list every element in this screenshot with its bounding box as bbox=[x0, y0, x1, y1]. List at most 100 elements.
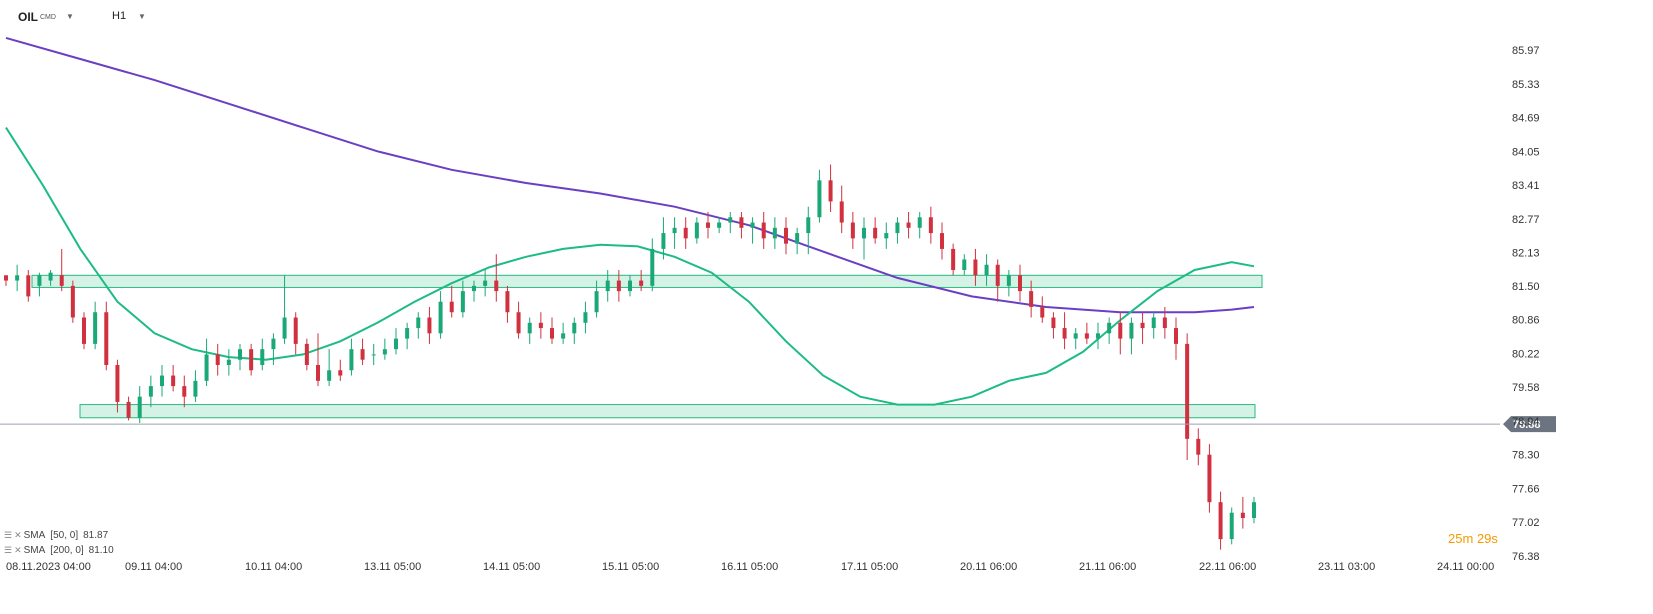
x-tick-label: 22.11 06:00 bbox=[1199, 561, 1256, 573]
candle-up bbox=[1096, 333, 1100, 339]
candle-up bbox=[282, 317, 287, 339]
sma50-line bbox=[5, 127, 1255, 406]
price-tag-label: 78.88 bbox=[1513, 419, 1541, 431]
candle-countdown: 25m 29s bbox=[1448, 531, 1498, 546]
timeframe-dropdown-icon[interactable]: ▼ bbox=[138, 12, 146, 21]
symbol-name[interactable]: OIL bbox=[18, 10, 38, 24]
candle-down bbox=[739, 217, 744, 228]
candle-up bbox=[661, 233, 666, 249]
candle-down bbox=[104, 312, 109, 365]
candle-down bbox=[26, 275, 31, 297]
x-tick-label: 13.11 05:00 bbox=[364, 561, 421, 573]
candle-up bbox=[93, 312, 98, 344]
candle-down bbox=[115, 364, 120, 402]
candle-up bbox=[594, 291, 599, 313]
close-icon[interactable]: ✕ bbox=[14, 530, 22, 540]
candle-up bbox=[349, 349, 354, 371]
settings-icon[interactable]: ☰ bbox=[4, 530, 13, 540]
close-icon[interactable]: ✕ bbox=[14, 545, 22, 555]
candle-down bbox=[505, 291, 510, 313]
sma200-line bbox=[5, 36, 1255, 314]
indicator-value: 81.87 bbox=[83, 530, 109, 541]
y-tick-label: 84.05 bbox=[1512, 146, 1540, 158]
candle-up bbox=[271, 338, 276, 350]
candle-down bbox=[1084, 333, 1089, 339]
candle-down bbox=[873, 227, 878, 239]
candle-up bbox=[605, 280, 610, 292]
candle-down bbox=[427, 317, 432, 334]
candle-down bbox=[1040, 306, 1045, 318]
support-resistance-zones bbox=[31, 274, 1263, 419]
x-tick-label: 10.11 04:00 bbox=[245, 561, 302, 573]
indicator-value: 81.10 bbox=[88, 545, 114, 556]
candle-down bbox=[995, 264, 1000, 286]
candle-down bbox=[126, 401, 131, 418]
symbol-dropdown-icon[interactable]: ▼ bbox=[66, 12, 74, 21]
candle-up bbox=[628, 280, 632, 292]
candle-down bbox=[1207, 454, 1212, 503]
candle-up bbox=[795, 233, 800, 244]
candle-up bbox=[204, 354, 209, 381]
candle-up bbox=[728, 217, 733, 223]
candle-down bbox=[4, 275, 8, 281]
candle-up bbox=[160, 375, 164, 387]
candle-up bbox=[260, 349, 265, 365]
y-tick-label: 80.86 bbox=[1512, 315, 1540, 327]
candle-up bbox=[1229, 512, 1234, 540]
candle-down bbox=[304, 343, 309, 365]
y-tick-label: 82.77 bbox=[1512, 214, 1540, 226]
candle-up bbox=[327, 370, 332, 381]
y-tick-label: 76.38 bbox=[1512, 551, 1540, 563]
candle-up bbox=[148, 386, 153, 397]
x-tick-label: 16.11 05:00 bbox=[721, 561, 778, 573]
candle-up bbox=[717, 222, 722, 228]
y-tick-label: 85.97 bbox=[1512, 45, 1540, 57]
candle-down bbox=[516, 312, 521, 334]
candle-up bbox=[371, 354, 376, 356]
candle-down bbox=[538, 322, 543, 329]
candle-down bbox=[951, 248, 956, 271]
candle-down bbox=[171, 375, 176, 387]
candle-down bbox=[59, 275, 64, 286]
x-tick-label: 08.11.2023 04:00 bbox=[6, 561, 91, 573]
y-tick-label: 82.13 bbox=[1512, 248, 1540, 260]
candle-down bbox=[1240, 512, 1245, 519]
candle-up bbox=[405, 328, 410, 339]
x-tick-label: 24.11 00:00 bbox=[1437, 561, 1494, 573]
indicator-legend-sma200[interactable]: ☰ ✕ SMA [200, 0] 81.10 bbox=[4, 545, 114, 556]
y-tick-label: 83.41 bbox=[1512, 180, 1540, 192]
settings-icon[interactable]: ☰ bbox=[4, 545, 13, 555]
y-tick-label: 77.66 bbox=[1512, 483, 1540, 495]
candle-up bbox=[572, 322, 577, 334]
x-tick-label: 14.11 05:00 bbox=[483, 561, 540, 573]
candle-down bbox=[360, 349, 365, 360]
candle-down bbox=[1218, 502, 1223, 540]
candle-up bbox=[527, 322, 532, 334]
candle-down bbox=[940, 233, 944, 249]
candle-up bbox=[1073, 333, 1078, 339]
zone-rect bbox=[79, 404, 1256, 419]
candle-down bbox=[928, 217, 933, 234]
candle-down bbox=[182, 386, 187, 397]
timeframe-selector[interactable]: H1 bbox=[112, 10, 127, 22]
candle-down bbox=[316, 364, 320, 381]
y-tick-label: 80.22 bbox=[1512, 348, 1540, 360]
x-tick-label: 21.11 06:00 bbox=[1079, 561, 1136, 573]
indicator-legend-sma50[interactable]: ☰ ✕ SMA [50, 0] 81.87 bbox=[4, 530, 108, 541]
candle-up bbox=[1107, 322, 1112, 334]
candle-up bbox=[1129, 322, 1134, 339]
candle-down bbox=[1051, 317, 1056, 329]
candle-down bbox=[70, 285, 75, 318]
candle-up bbox=[438, 301, 443, 334]
candle-down bbox=[82, 317, 86, 344]
x-tick-label: 20.11 06:00 bbox=[960, 561, 1017, 573]
candle-up bbox=[382, 349, 387, 355]
candle-up bbox=[984, 264, 989, 276]
candle-up bbox=[483, 280, 488, 286]
candle-up bbox=[583, 312, 588, 323]
candle-up bbox=[1006, 275, 1011, 286]
candle-up bbox=[962, 259, 967, 271]
candle-up bbox=[862, 227, 866, 239]
candle-down bbox=[683, 227, 688, 239]
